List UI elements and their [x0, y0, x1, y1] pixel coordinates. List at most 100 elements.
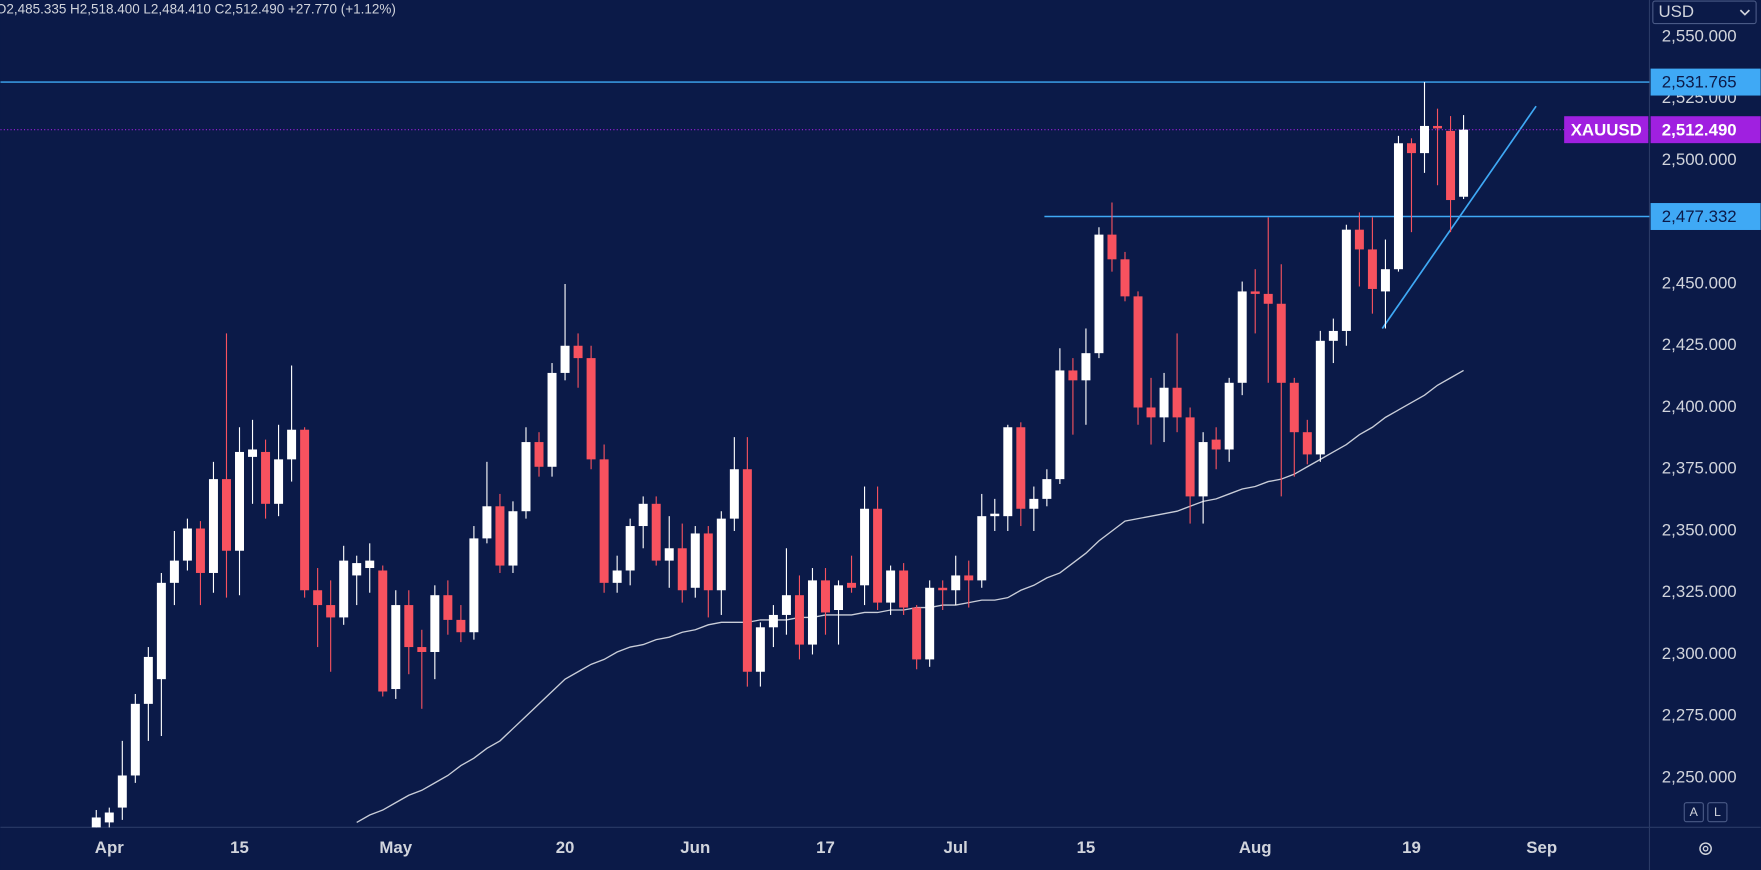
candle-body [703, 533, 713, 591]
candle-body [1302, 432, 1312, 455]
currency-box[interactable] [1652, 0, 1757, 25]
candle-body [1185, 417, 1195, 497]
candle-body [91, 817, 101, 828]
candle-body [1107, 234, 1117, 260]
candle-body [925, 587, 935, 660]
candle-body [1380, 269, 1390, 292]
candle-body [677, 548, 687, 591]
candle-body [443, 595, 453, 620]
candle-body [208, 479, 218, 573]
candle-body [287, 429, 297, 460]
candle-body [873, 508, 883, 603]
candle-body [1433, 125, 1443, 129]
currency-label[interactable]: USD [1658, 2, 1694, 21]
candle-body [560, 345, 570, 373]
candle-body [768, 614, 778, 628]
candle-body [1393, 143, 1403, 270]
y-tick-label: 2,400.000 [1662, 397, 1737, 416]
candle-body [182, 528, 192, 561]
candle-body [821, 580, 830, 613]
candle-body [1289, 382, 1299, 433]
candle-body [1224, 382, 1234, 450]
level-label-box [1650, 68, 1761, 96]
candle-body [886, 570, 896, 603]
candle-body [899, 570, 909, 608]
y-tick-label: 2,325.000 [1662, 582, 1737, 601]
candle-body [1446, 130, 1456, 201]
gear-outer[interactable] [1699, 842, 1712, 856]
candle-body [195, 528, 205, 573]
candle-body [1133, 296, 1143, 408]
candle-body [404, 605, 414, 648]
candle-body [326, 605, 336, 618]
scale-button-label[interactable]: L [1714, 805, 1721, 819]
y-tick-label: 2,275.000 [1662, 706, 1737, 725]
y-tick-label: 2,450.000 [1662, 273, 1737, 292]
candle-body [417, 647, 427, 652]
y-tick-label: 2,250.000 [1662, 767, 1737, 786]
candle-body [143, 656, 153, 704]
candle-body [495, 506, 505, 566]
x-tick-label: Jul [944, 838, 968, 857]
candle-body [547, 372, 557, 467]
candle-body [1237, 291, 1247, 383]
currency-selector[interactable]: USD [1652, 0, 1757, 25]
candle-body [807, 580, 817, 645]
candle-body [1367, 249, 1377, 289]
candle-body [1003, 427, 1013, 517]
candle-body [690, 533, 700, 588]
candle-body [430, 595, 440, 652]
y-tick-label: 2,550.000 [1662, 26, 1737, 45]
scale-button-label[interactable]: A [1690, 805, 1699, 819]
candle-body [912, 607, 922, 660]
scale-button[interactable] [1683, 802, 1704, 823]
candle-body [248, 449, 258, 457]
candle-body [274, 459, 284, 504]
price-labels: 2,531.765 2,477.332 XAUUSD 2,512.490 [1564, 68, 1761, 230]
candle-body [521, 442, 531, 512]
scale-button[interactable] [1707, 802, 1728, 823]
candle-body [482, 506, 492, 539]
level-label: 2,477.332 [1662, 207, 1737, 226]
candle-body [1420, 125, 1429, 154]
candle-body [1315, 340, 1325, 455]
candle-body [300, 429, 310, 591]
candle-body [951, 575, 961, 591]
candle-body [313, 590, 323, 606]
candle-body [742, 469, 752, 672]
candle-body [352, 563, 362, 576]
candle-body [1328, 330, 1338, 341]
candle-body [1016, 427, 1026, 509]
candle-body [365, 560, 375, 569]
candle-body [716, 518, 726, 591]
candle-body [1263, 293, 1273, 304]
candle-body [1211, 439, 1221, 450]
candle-body [664, 548, 674, 561]
level-label-box [1650, 203, 1761, 230]
candle-body [1029, 498, 1039, 509]
x-tick-label: May [379, 838, 412, 857]
candle-body [638, 503, 648, 527]
candle-body [834, 585, 844, 611]
candle-body [794, 595, 804, 645]
candle-body [156, 582, 166, 680]
candle-body [221, 479, 231, 551]
candle-body [1094, 234, 1104, 354]
candle-body [534, 442, 544, 467]
y-tick-label: 2,425.000 [1662, 335, 1737, 354]
gear-inner[interactable] [1702, 845, 1709, 852]
x-tick-label: 20 [556, 838, 575, 857]
candle-body [781, 595, 791, 615]
scale-buttons[interactable]: A L [1683, 802, 1728, 823]
candle-body [1406, 143, 1416, 154]
settings-icon[interactable] [1699, 842, 1712, 856]
candle-body [469, 538, 479, 633]
symbol-label-box [1564, 116, 1649, 144]
candle-body [1276, 303, 1286, 383]
candle-body [612, 570, 622, 583]
y-tick-label: 2,350.000 [1662, 520, 1737, 539]
y-tick-label: 2,375.000 [1662, 459, 1737, 478]
candle-body [1198, 442, 1208, 497]
